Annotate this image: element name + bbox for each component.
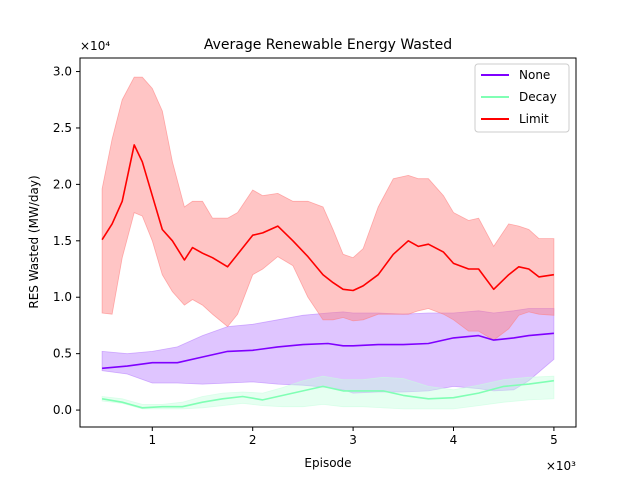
legend-label-limit: Limit <box>519 112 549 126</box>
plot-frame <box>79 57 577 428</box>
y-tick-label: 2.0 <box>53 177 72 191</box>
line-decay <box>101 379 555 409</box>
x-tick-label: 5 <box>550 433 558 447</box>
legend: None Decay Limit <box>474 63 570 133</box>
y-tick-label: 1.5 <box>53 234 72 248</box>
x-axis-multiplier: ×10³ <box>546 459 576 473</box>
y-tick-label: 2.5 <box>53 121 72 135</box>
y-tick-label: 3.0 <box>53 65 72 79</box>
chart-title: Average Renewable Energy Wasted <box>204 37 452 53</box>
line-none <box>102 332 554 370</box>
y-tick-label: 0.5 <box>53 347 72 361</box>
legend-box <box>474 63 570 133</box>
band-limit <box>101 76 555 341</box>
y-tick-label: 1.0 <box>53 290 72 304</box>
y-axis: 0.0 0.5 1.0 1.5 2.0 2.5 3.0 <box>53 65 80 417</box>
line-limit <box>101 144 555 292</box>
band-none <box>101 308 555 394</box>
x-tick-label: 2 <box>249 433 257 447</box>
x-axis-label: Episode <box>304 456 351 470</box>
series-lines <box>101 144 555 409</box>
legend-label-decay: Decay <box>519 90 557 104</box>
y-axis-multiplier: ×10⁴ <box>80 39 110 53</box>
x-axis: 1 2 3 4 5 <box>148 427 558 447</box>
y-axis-label: RES Wasted (MW/day) <box>27 175 41 308</box>
x-tick-label: 3 <box>349 433 357 447</box>
x-tick-label: 1 <box>148 433 156 447</box>
y-tick-label: 0.0 <box>53 403 72 417</box>
confidence-bands <box>101 76 555 410</box>
legend-label-none: None <box>519 68 550 82</box>
x-tick-label: 4 <box>450 433 458 447</box>
